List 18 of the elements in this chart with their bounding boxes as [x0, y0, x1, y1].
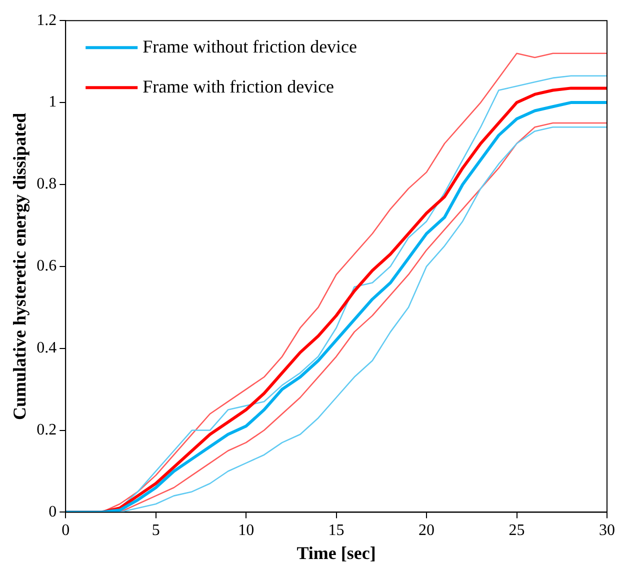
- x-tick-label: 20: [418, 522, 435, 540]
- y-tick-label: 0.8: [36, 176, 57, 193]
- x-axis-title: Time [sec]: [296, 542, 376, 563]
- x-tick-label: 15: [328, 522, 344, 540]
- y-tick-label: 0: [48, 503, 57, 520]
- y-tick-label: 0.4: [36, 340, 57, 357]
- y-tick-label: 0.2: [36, 421, 57, 438]
- x-tick-label: 10: [238, 522, 254, 540]
- y-tick-label: 1: [48, 94, 57, 111]
- x-tick-label: 0: [62, 522, 70, 540]
- x-tick-label: 5: [152, 522, 160, 540]
- y-tick-label: 1.2: [36, 12, 57, 29]
- legend-label: Frame with friction device: [142, 76, 334, 96]
- x-tick-label: 30: [599, 522, 615, 540]
- legend-label: Frame without friction device: [142, 36, 358, 56]
- y-tick-label: 0.6: [36, 258, 57, 275]
- y-axis-title: Cumulative hysteretic energy dissipated: [9, 112, 30, 420]
- x-tick-label: 25: [508, 522, 525, 540]
